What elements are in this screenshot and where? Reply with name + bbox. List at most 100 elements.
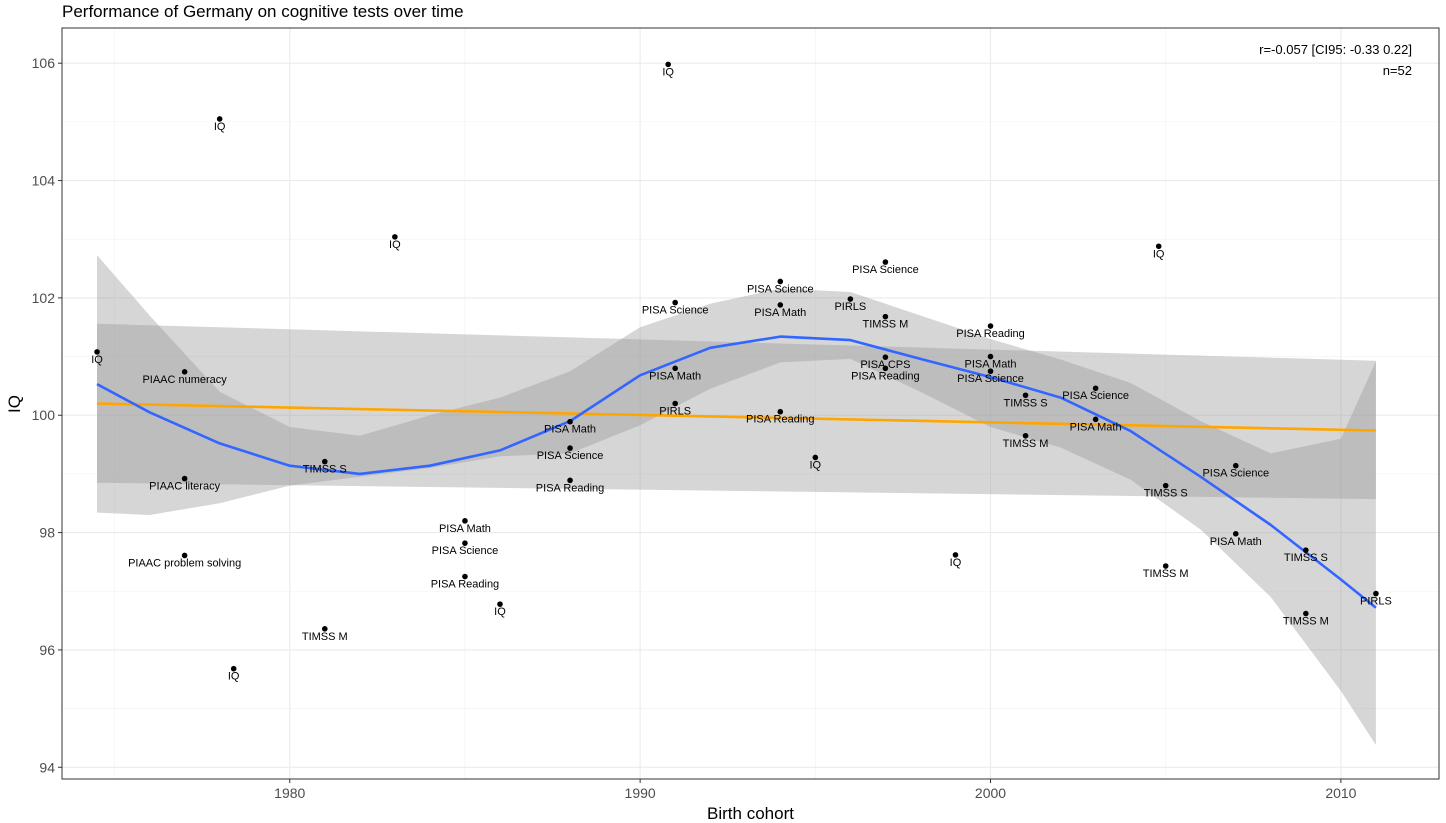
grid (62, 28, 1439, 779)
data-point-label: IQ (389, 239, 401, 251)
data-point (1303, 610, 1309, 617)
data-point-label: TIMSS S (1144, 488, 1188, 500)
data-point-label: PISA Math (965, 359, 1017, 371)
data-point-label: PISA Math (439, 523, 491, 535)
data-point-label: PISA Math (544, 424, 596, 436)
data-point (882, 354, 889, 360)
data-point-label: PISA Reading (746, 414, 815, 426)
data-point-label: PISA Reading (431, 579, 500, 591)
data-point (672, 400, 678, 407)
data-point (777, 408, 784, 415)
data-point-label: TIMSS M (862, 319, 908, 331)
data-point (94, 349, 100, 355)
data-point-label: IQ (494, 606, 506, 618)
data-point (1155, 243, 1162, 250)
data-point (777, 278, 784, 285)
data-point-label: PISA Science (957, 373, 1024, 385)
data-point (882, 259, 889, 265)
data-point-label: IQ (810, 459, 822, 471)
data-point (777, 302, 784, 308)
data-point (952, 552, 959, 558)
data-point (665, 61, 671, 68)
data-point-label: PISA CPS (860, 359, 910, 371)
data-point (497, 601, 503, 607)
x-tick-label: 2010 (1325, 785, 1356, 801)
y-tick-label: 94 (39, 759, 55, 775)
chart-title: Performance of Germany on cognitive test… (62, 2, 464, 21)
data-point-label: TIMSS M (1143, 568, 1189, 580)
data-point-label: IQ (1153, 248, 1165, 260)
data-point-label: PISA Science (852, 264, 919, 276)
data-point (181, 369, 188, 375)
y-tick-label: 106 (32, 55, 56, 71)
data-point (1092, 385, 1099, 392)
data-point-label: PISA Reading (536, 482, 605, 494)
data-point-label: PISA Math (1070, 421, 1122, 433)
x-tick-label: 2000 (975, 785, 1006, 801)
data-point-label: PISA Reading (851, 370, 920, 382)
data-point-label: TIMSS S (1284, 552, 1328, 564)
y-tick-label: 100 (32, 407, 56, 423)
data-point-label: PISA Science (1202, 468, 1269, 480)
fit-lines (96, 335, 1377, 609)
data-point (1303, 547, 1309, 553)
data-point (1232, 530, 1239, 537)
data-point-label: IQ (214, 121, 226, 133)
data-point-label: IQ (91, 354, 103, 366)
data-point (882, 313, 889, 320)
data-point (1162, 482, 1169, 489)
data-point (462, 573, 468, 580)
data-point-label: PISA Math (1210, 536, 1262, 548)
data-point (230, 665, 237, 672)
data-point-label: IQ (228, 671, 240, 683)
data-point (321, 458, 328, 465)
data-point (321, 626, 328, 632)
data-point-label: IQ (662, 66, 674, 78)
data-point (216, 116, 223, 122)
data-point (1373, 590, 1379, 597)
plot-border (61, 27, 1440, 780)
data-point-label: PISA Math (754, 307, 806, 319)
data-point-label: PISA Science (1062, 390, 1129, 402)
x-tick-label: 1980 (274, 785, 305, 801)
data-point-label: PISA Science (747, 283, 814, 295)
data-point (1232, 462, 1239, 469)
data-point (392, 234, 398, 240)
data-point-label: TIMSS S (1004, 397, 1048, 409)
data-point (882, 365, 889, 372)
data-point-label: TIMSS S (303, 464, 347, 476)
linear-fit-ci-band (97, 323, 1376, 500)
data-point-label: PISA Science (537, 450, 604, 462)
x-tick-label: 1990 (625, 785, 656, 801)
y-tick-label: 102 (32, 290, 56, 306)
data-point (987, 353, 994, 360)
data-point-label: PISA Reading (956, 328, 1025, 340)
data-point-label: TIMSS M (1003, 438, 1049, 450)
data-point (812, 454, 819, 461)
data-point-label: PIRLS (1360, 596, 1392, 608)
data-point-label: PIRLS (834, 301, 866, 313)
y-tick-label: 98 (39, 525, 55, 541)
y-axis-title: IQ (5, 395, 24, 413)
data-point (987, 323, 994, 329)
y-tick-label: 104 (32, 173, 56, 189)
stat-annotation-r: r=-0.057 [CI95: -0.33 0.22] (1259, 42, 1412, 57)
confidence-bands (97, 255, 1376, 745)
loess-fit-line (96, 335, 1377, 609)
data-point (1022, 432, 1029, 439)
data-point-label: PIAAC literacy (149, 481, 220, 493)
data-point-label: PIAAC numeracy (142, 374, 227, 386)
data-point-label: PISA Science (432, 545, 499, 557)
data-point (1162, 563, 1169, 569)
y-tick-label: 96 (39, 642, 55, 658)
data-point (567, 418, 573, 425)
data-point (1022, 392, 1029, 399)
data-point (567, 445, 573, 451)
data-points (94, 61, 1379, 672)
data-point-label: IQ (950, 557, 962, 569)
data-point (987, 368, 994, 375)
data-point-label: TIMSS M (1283, 616, 1329, 628)
data-point (1092, 416, 1099, 423)
